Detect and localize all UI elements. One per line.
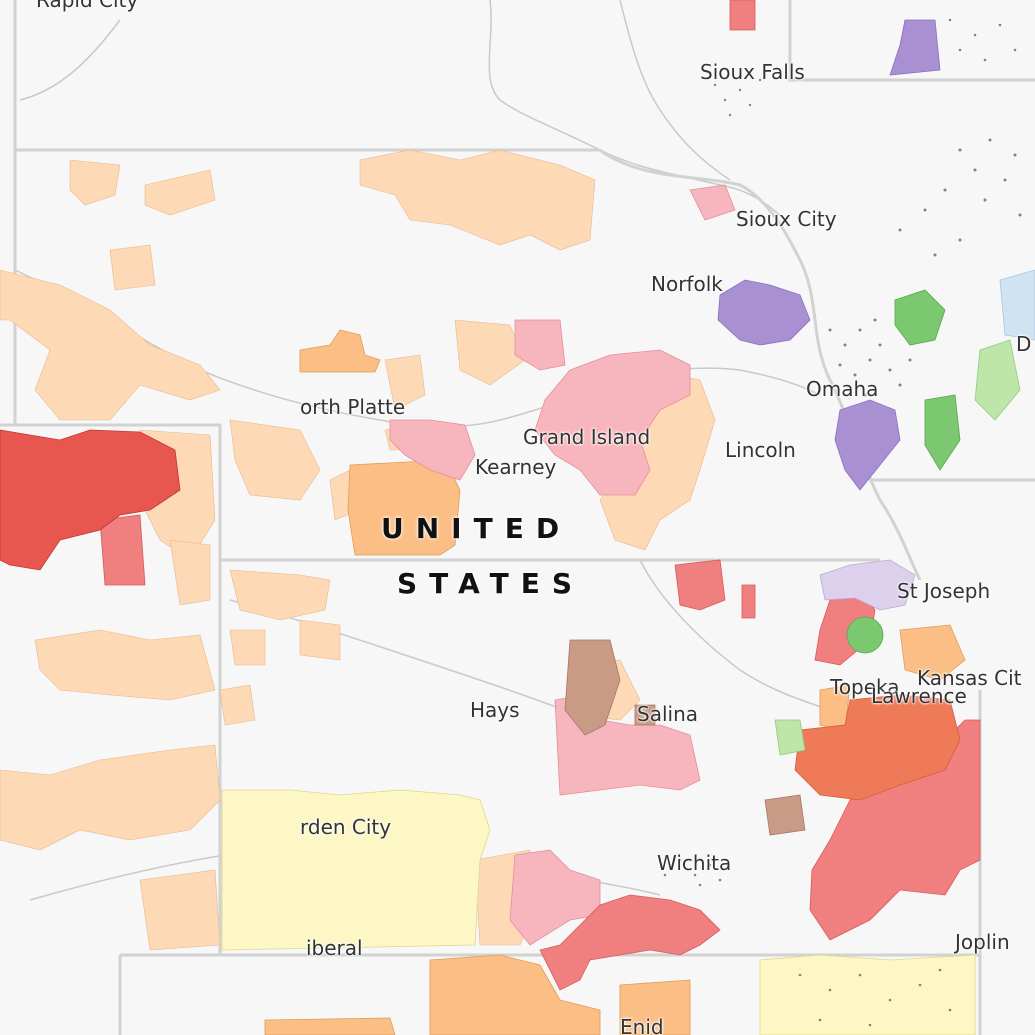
city-label-liberal: iberal bbox=[306, 936, 363, 960]
light-green-regions bbox=[774, 339, 1021, 756]
region-ia-light-green bbox=[974, 339, 1021, 421]
region-enid-e bbox=[619, 979, 691, 1035]
orange-regions bbox=[264, 329, 966, 1035]
city-label-joplin: Joplin bbox=[955, 930, 1010, 954]
region-sioux-city-pink bbox=[689, 184, 736, 221]
region-central-ne-1 bbox=[454, 319, 526, 386]
region-north-ne bbox=[359, 149, 596, 251]
kansas-river bbox=[639, 559, 831, 711]
ne-ks-co-border bbox=[0, 423, 880, 562]
region-omaha-green-2 bbox=[924, 394, 961, 471]
speckle-wichita bbox=[663, 858, 722, 887]
region-ne-ks-salmon-2 bbox=[741, 584, 756, 619]
region-omaha-purple bbox=[834, 399, 901, 491]
city-label-salina: Salina bbox=[637, 702, 698, 726]
city-label-grand-island: Grand Island bbox=[523, 425, 651, 449]
region-norfolk-purple bbox=[717, 279, 811, 346]
region-nw-ks-3 bbox=[229, 629, 266, 666]
region-enid-w bbox=[429, 954, 601, 1035]
region-north-platte-orange bbox=[299, 329, 381, 373]
region-sd-purple bbox=[889, 19, 941, 76]
city-label-hays: Hays bbox=[470, 698, 520, 722]
region-ia-blue bbox=[999, 269, 1035, 341]
region-lawrence-light-green bbox=[774, 719, 806, 756]
city-label-norfolk: Norfolk bbox=[651, 272, 723, 296]
speckle-ok bbox=[798, 968, 952, 1027]
city-label-enid: Enid bbox=[620, 1015, 664, 1035]
region-se-co-2 bbox=[139, 869, 221, 951]
region-west-ne bbox=[0, 269, 221, 421]
smoky-hill-river bbox=[229, 599, 591, 721]
region-kc-green bbox=[846, 616, 884, 654]
region-wichita-brown bbox=[764, 794, 806, 836]
green-regions bbox=[846, 289, 961, 654]
city-label-rapid-city: Rapid City bbox=[36, 0, 139, 12]
region-east-co-red bbox=[0, 429, 181, 571]
region-kearney-pink bbox=[389, 419, 476, 481]
city-label-sioux-falls: Sioux Falls bbox=[700, 60, 805, 84]
region-salina-brown bbox=[564, 639, 621, 736]
cheyenne-river bbox=[19, 19, 121, 101]
city-label-wichita: Wichita bbox=[657, 851, 732, 875]
region-ok-panhandle bbox=[264, 1017, 396, 1035]
lavender-regions bbox=[819, 559, 916, 611]
region-nw-ne-1 bbox=[69, 159, 121, 206]
city-label-kearney: Kearney bbox=[475, 455, 557, 479]
speckle-sd-ne bbox=[948, 18, 1017, 62]
yellow-regions bbox=[221, 789, 976, 1035]
city-label-north-platte: orth Platte bbox=[300, 395, 406, 419]
region-nw-ks-2 bbox=[299, 619, 341, 661]
purple-regions bbox=[717, 19, 941, 491]
city-label-lincoln: Lincoln bbox=[725, 438, 796, 462]
region-grand-island bbox=[534, 349, 691, 496]
city-label-kansas-city: Kansas Cit bbox=[917, 666, 1022, 690]
country-label-line-1: UNITED bbox=[381, 512, 572, 545]
region-st-joseph-lavender bbox=[819, 559, 916, 611]
region-wichita-south bbox=[539, 894, 721, 991]
city-label-garden-city: rden City bbox=[300, 815, 392, 839]
missouri-river-border bbox=[599, 148, 922, 581]
speckle-omaha bbox=[828, 318, 912, 397]
big-sioux-river bbox=[619, 0, 731, 181]
speckle-ia bbox=[898, 138, 1022, 257]
region-lawrence-coral bbox=[794, 694, 961, 801]
city-label-lawrence: Lawrence bbox=[871, 684, 967, 708]
region-n-platte bbox=[384, 354, 426, 411]
region-nw-ne-2 bbox=[144, 169, 216, 216]
urban-speckle bbox=[663, 18, 1022, 1027]
region-se-co-1 bbox=[0, 744, 221, 851]
blue-regions bbox=[999, 269, 1035, 341]
city-label-st-joseph: St Joseph bbox=[897, 579, 991, 603]
city-label-sioux-city: Sioux City bbox=[736, 207, 837, 231]
region-sw-ne-1 bbox=[229, 419, 321, 501]
country-label-line-2: STATES bbox=[397, 567, 584, 600]
region-east-co-1 bbox=[34, 629, 216, 701]
region-salina-brown-2 bbox=[634, 704, 656, 726]
region-garden-city-yellow bbox=[221, 789, 491, 951]
region-central-ne-pink bbox=[514, 319, 566, 371]
region-omaha-green-1 bbox=[894, 289, 946, 346]
region-ok-yellow bbox=[759, 954, 976, 1035]
region-sd-salmon bbox=[729, 0, 756, 31]
region-nw-ks-1 bbox=[229, 569, 331, 621]
region-east-co-2 bbox=[169, 539, 211, 606]
speckle-sioux-falls bbox=[713, 78, 762, 117]
red-regions bbox=[0, 429, 181, 571]
region-nw-ne-3 bbox=[109, 244, 156, 291]
mn-border bbox=[788, 0, 1035, 82]
region-co-salmon bbox=[99, 514, 146, 586]
brown-regions bbox=[564, 639, 806, 836]
city-label-d: D bbox=[1016, 332, 1032, 356]
coral-regions bbox=[794, 694, 961, 801]
region-nw-ks-4 bbox=[219, 684, 256, 726]
city-label-topeka: Topeka bbox=[830, 675, 900, 699]
region-kc-orange bbox=[899, 624, 966, 681]
city-label-omaha: Omaha bbox=[806, 377, 879, 401]
region-ne-ks-salmon bbox=[674, 559, 726, 611]
